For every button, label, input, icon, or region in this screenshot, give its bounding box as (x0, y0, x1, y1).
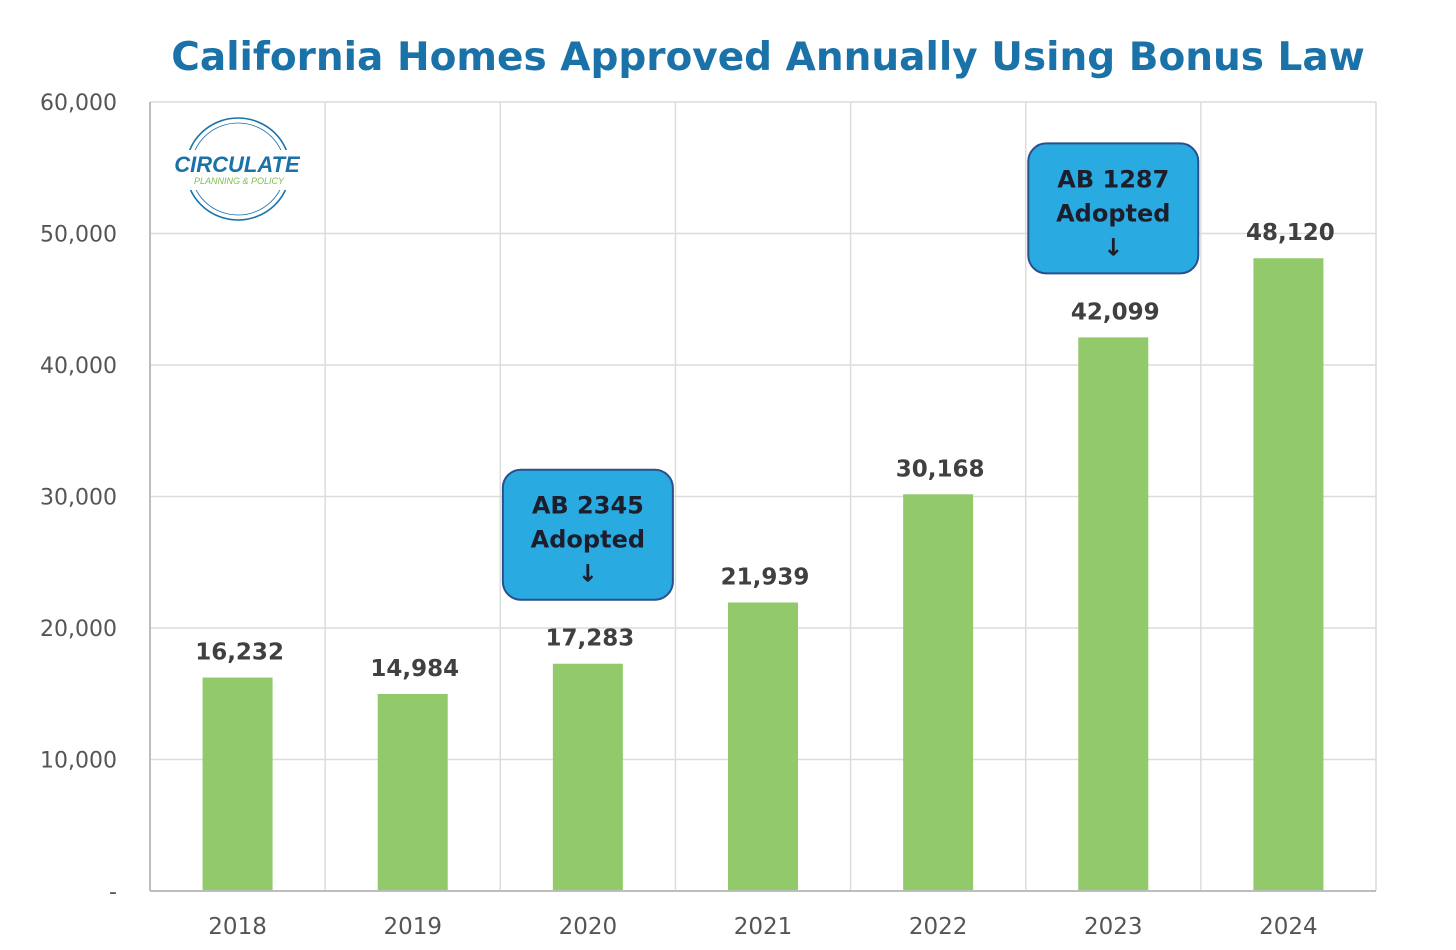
logo-wordmark: CIRCULATE (174, 152, 301, 177)
axes: - 10,000 20,000 30,000 40,000 50,000 60,000 201… (40, 91, 1376, 940)
logo-tagline: PLANNING & POLICY (194, 176, 285, 186)
callout-2023: AB 1287 Adopted ↓ (1027, 142, 1200, 275)
x-tick-label-2021: 2021 (734, 914, 793, 940)
x-tick-label-2018: 2018 (208, 914, 267, 940)
x-tick-label-2024: 2024 (1259, 914, 1318, 940)
bar-2019 (377, 693, 448, 891)
callout-2020: AB 2345 Adopted ↓ (501, 468, 674, 601)
y-tick-label: 60,000 (40, 91, 117, 116)
x-tick-label-2023: 2023 (1084, 914, 1143, 940)
data-label-2023: 42,099 (1071, 299, 1160, 325)
y-tick-label: 30,000 (40, 486, 117, 511)
bar-2020 (552, 663, 623, 891)
y-tick-label: 10,000 (40, 749, 117, 774)
data-label-2021: 21,939 (721, 565, 810, 591)
callout-line: ↓ (578, 560, 598, 588)
bar-2018 (202, 677, 273, 891)
chart-title: California Homes Approved Annually Using… (171, 35, 1365, 80)
callout-line: AB 2345 (532, 492, 644, 520)
x-tick-label-2020: 2020 (559, 914, 618, 940)
gridlines (149, 101, 1377, 891)
callout-line: Adopted (1056, 199, 1170, 227)
y-tick-label: - (109, 880, 117, 905)
y-tick-label: 50,000 (40, 223, 117, 248)
callout-box (1027, 142, 1200, 275)
data-label-2022: 30,168 (896, 456, 985, 482)
bar-2022 (903, 494, 974, 891)
callout-box (501, 468, 674, 601)
callouts: AB 2345 Adopted ↓ AB 1287 Adopted ↓ (501, 142, 1200, 601)
data-labels: 16,232 14,984 17,283 21,939 30,168 42,099 48,1… (195, 220, 1335, 682)
y-tick-label: 20,000 (40, 617, 117, 642)
callout-line: AB 1287 (1057, 165, 1169, 193)
data-label-2019: 14,984 (370, 656, 459, 682)
y-tick-label: 40,000 (40, 354, 117, 379)
circulate-logo: CIRCULATE PLANNING & POLICY (174, 117, 302, 221)
callout-line: ↓ (1103, 233, 1123, 261)
bar-2023 (1078, 337, 1149, 891)
bars (202, 258, 1324, 891)
data-label-2024: 48,120 (1246, 220, 1335, 246)
x-tick-label-2022: 2022 (909, 914, 968, 940)
data-label-2018: 16,232 (195, 640, 284, 666)
x-tick-label-2019: 2019 (383, 914, 442, 940)
data-label-2020: 17,283 (545, 626, 634, 652)
callout-line: Adopted (531, 526, 645, 554)
bar-2024 (1253, 258, 1324, 891)
bar-2021 (728, 602, 798, 891)
